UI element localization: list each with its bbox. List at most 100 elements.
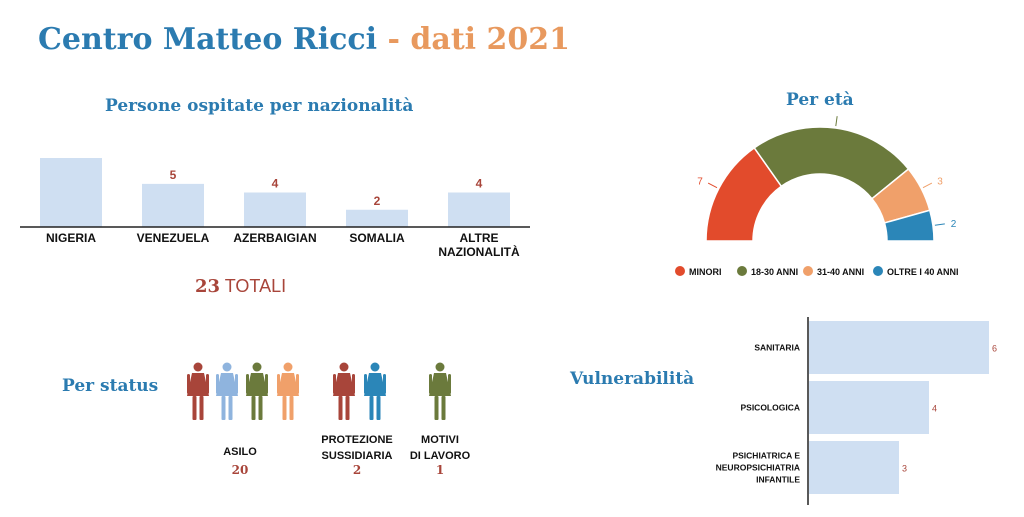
bar-value-label: 4 bbox=[476, 177, 483, 191]
category-label: SOMALIA bbox=[349, 231, 405, 245]
title-separator: - bbox=[377, 22, 411, 57]
hbar-category-label: PSICHIATRICA E bbox=[732, 451, 800, 461]
totals-label: 23 TOTALI bbox=[195, 276, 286, 297]
bar-3 bbox=[346, 209, 408, 227]
status-title: Per status bbox=[62, 376, 159, 396]
person-shape bbox=[370, 362, 380, 372]
hbar-0 bbox=[809, 321, 989, 374]
legend-label: OLTRE I 40 ANNI bbox=[887, 267, 959, 277]
bar-value-label: 5 bbox=[170, 168, 177, 182]
person-shape bbox=[246, 374, 249, 394]
person-icon bbox=[185, 362, 211, 427]
slice-value-label: 3 bbox=[937, 176, 943, 187]
person-shape bbox=[364, 373, 386, 396]
person-shape bbox=[441, 396, 446, 420]
nationality-bar-chart: NIGERIA 5 VENEZUELA 4 AZERBAIGIAN 2 SOMALIA 4 AL… bbox=[20, 158, 530, 259]
person-shape bbox=[265, 374, 268, 394]
person-shape bbox=[333, 373, 355, 396]
legend-marker bbox=[803, 266, 813, 276]
person-shape bbox=[448, 374, 451, 394]
person-icon bbox=[275, 362, 301, 427]
hbar-category-label: NEUROPSICHIATRIA bbox=[716, 463, 800, 473]
age-slice-3 bbox=[883, 209, 935, 242]
hbar-value-label: 4 bbox=[932, 404, 937, 414]
slice-value-label: 2 bbox=[951, 219, 957, 230]
person-shape bbox=[429, 373, 451, 396]
slice-leader-line bbox=[835, 116, 838, 127]
status-label-line1: PROTEZIONE bbox=[321, 434, 393, 446]
bar-value-label: 2 bbox=[374, 194, 381, 208]
person-icon-graphic bbox=[364, 362, 386, 420]
category-label: AZERBAIGIAN bbox=[233, 231, 316, 245]
legend-label: MINORI bbox=[689, 267, 722, 277]
person-shape bbox=[352, 374, 355, 394]
status-value: 20 bbox=[231, 463, 249, 477]
person-shape bbox=[364, 374, 367, 394]
status-label: MOTIVI DI LAVORO bbox=[380, 432, 500, 464]
totals-value: 23 bbox=[195, 276, 221, 297]
person-shape bbox=[296, 374, 299, 394]
person-icon bbox=[331, 362, 357, 427]
person-shape bbox=[345, 396, 350, 420]
category-label: NAZIONALITÀ bbox=[438, 244, 520, 259]
person-shape bbox=[251, 396, 256, 420]
category-label: NIGERIA bbox=[46, 231, 96, 245]
person-shape bbox=[193, 362, 203, 372]
totals-text: TOTALI bbox=[220, 276, 287, 296]
person-shape bbox=[206, 374, 209, 394]
person-icon-graphic bbox=[333, 362, 355, 420]
person-shape bbox=[216, 374, 219, 394]
status-label-line2: SUSSIDIARIA bbox=[321, 450, 393, 462]
title-year: dati 2021 bbox=[410, 22, 571, 57]
hbar-category-label: INFANTILE bbox=[756, 475, 800, 485]
status-label-line1: MOTIVI bbox=[421, 434, 459, 446]
person-icon-graphic bbox=[216, 362, 238, 420]
person-icon bbox=[244, 362, 270, 427]
legend-label: 18-30 ANNI bbox=[751, 267, 798, 277]
person-icon-graphic bbox=[429, 362, 451, 420]
person-shape bbox=[383, 374, 386, 394]
slice-leader-line bbox=[934, 223, 945, 226]
person-shape bbox=[283, 362, 293, 372]
status-label-line2: DI LAVORO bbox=[409, 450, 471, 462]
bar-2 bbox=[244, 192, 306, 227]
person-shape bbox=[187, 374, 190, 394]
bar-value-label: 4 bbox=[272, 177, 279, 191]
slice-value-label: 7 bbox=[697, 176, 703, 187]
person-shape bbox=[369, 396, 374, 420]
bar-0 bbox=[40, 158, 102, 227]
hbar-2 bbox=[809, 441, 899, 494]
person-shape bbox=[187, 373, 209, 396]
person-shape bbox=[258, 396, 263, 420]
bar-1 bbox=[142, 183, 204, 227]
age-slice-1 bbox=[753, 126, 910, 200]
page-title: Centro Matteo Ricci - dati 2021 bbox=[38, 22, 570, 57]
person-shape bbox=[235, 374, 238, 394]
hbar-value-label: 6 bbox=[992, 344, 997, 354]
status-value: 1 bbox=[435, 463, 445, 477]
status-label: ASILO bbox=[180, 444, 300, 460]
hbar-1 bbox=[809, 381, 929, 434]
person-shape bbox=[289, 396, 294, 420]
person-icon bbox=[427, 362, 453, 427]
person-shape bbox=[333, 374, 336, 394]
category-label: VENEZUELA bbox=[137, 231, 210, 245]
person-shape bbox=[338, 396, 343, 420]
status-label: PROTEZIONE SUSSIDIARIA bbox=[297, 432, 417, 464]
age-chart-title: Per età bbox=[786, 90, 854, 110]
person-shape bbox=[228, 396, 233, 420]
person-shape bbox=[282, 396, 287, 420]
status-label-line1: ASILO bbox=[223, 446, 257, 458]
hbar-category-label: PSICOLOGICA bbox=[740, 403, 800, 413]
person-icon-graphic bbox=[277, 362, 299, 420]
person-shape bbox=[277, 373, 299, 396]
age-donut-chart: 7 11 3 2 MINORI 18-30 ANNI 31-40 ANNI OLTRE I 4… bbox=[675, 115, 959, 277]
person-shape bbox=[221, 396, 226, 420]
person-shape bbox=[339, 362, 349, 372]
legend-marker bbox=[873, 266, 883, 276]
person-shape bbox=[277, 374, 280, 394]
person-shape bbox=[216, 373, 238, 396]
person-shape bbox=[434, 396, 439, 420]
hbar-category-label: SANITARIA bbox=[754, 343, 800, 353]
person-shape bbox=[222, 362, 232, 372]
